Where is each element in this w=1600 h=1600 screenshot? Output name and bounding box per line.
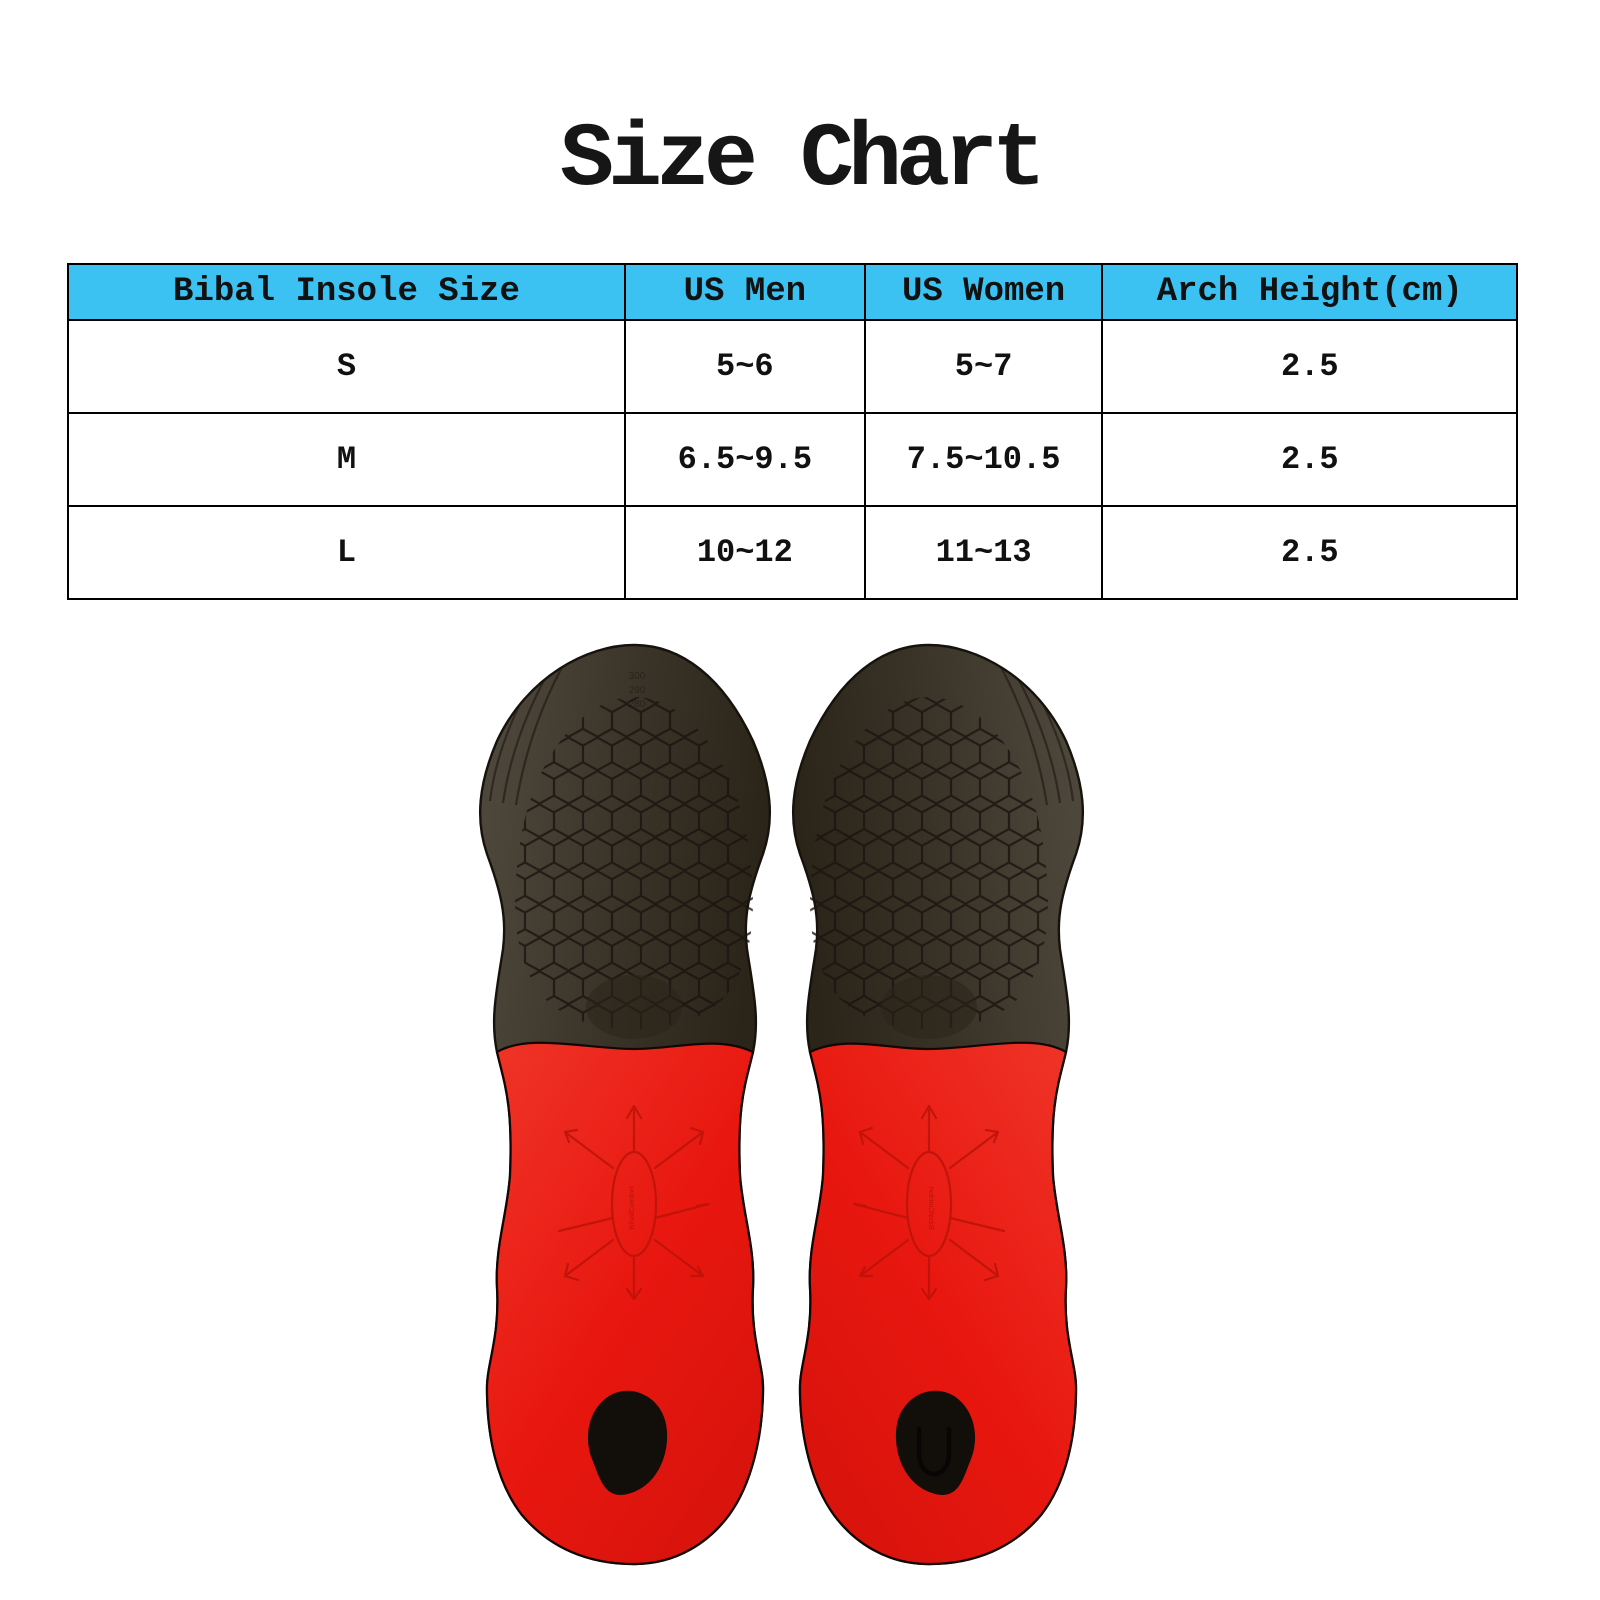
svg-text:280: 280	[629, 699, 646, 710]
svg-text:300: 300	[629, 671, 646, 682]
svg-text:290: 290	[629, 685, 646, 696]
svg-text:BibalComfort: BibalComfort	[627, 1185, 636, 1229]
svg-text:BibalComfort: BibalComfort	[927, 1185, 936, 1229]
